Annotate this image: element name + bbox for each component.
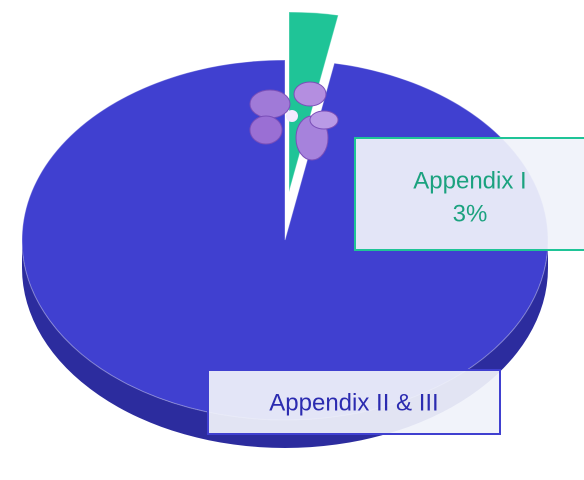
petal [310, 111, 338, 129]
petal [250, 116, 282, 144]
flower-center [286, 110, 298, 122]
slice-label: Appendix I [413, 167, 526, 194]
slice-label: Appendix II & III [269, 389, 438, 416]
chart: Appendix I 3% Appendix II & III [0, 0, 584, 480]
petal [294, 82, 326, 106]
petal [250, 90, 290, 118]
value-label: 3% [453, 200, 488, 227]
